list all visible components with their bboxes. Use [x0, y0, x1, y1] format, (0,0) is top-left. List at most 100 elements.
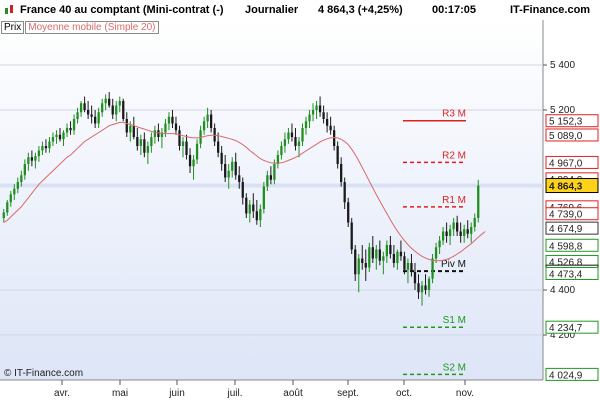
candle-body-76	[269, 175, 273, 180]
plot-background	[0, 20, 543, 380]
candle-body-52	[185, 141, 188, 155]
ytick-label-3: 4 200	[550, 330, 575, 341]
price-tag-box-10	[545, 266, 599, 280]
candle-body-72	[255, 211, 258, 221]
price-tag-label-12: 4 024,9	[549, 370, 583, 381]
candle-body-51	[181, 141, 185, 146]
candle-body-44	[157, 130, 160, 137]
ytick-label-1: 5 200	[550, 105, 575, 116]
candle-body-109	[385, 245, 389, 257]
candle-body-63	[224, 164, 227, 178]
candle-body-13	[48, 141, 51, 149]
chart-legend: Prix Moyenne mobile (Simple 20)	[1, 21, 160, 34]
xtick-label-6: oct.	[396, 388, 412, 399]
candle-body-90	[318, 105, 322, 113]
candle-body-75	[266, 175, 269, 187]
candle-body-121	[427, 278, 431, 290]
candle-body-16	[58, 134, 62, 140]
candle-body-111	[392, 254, 396, 263]
candle-body-34	[122, 101, 125, 119]
candle-body-77	[273, 164, 276, 180]
candle-body-97	[343, 182, 346, 203]
xtick-label-2: juin	[168, 388, 185, 399]
candle-body-36	[129, 125, 132, 133]
candle-body-5	[20, 175, 23, 182]
candle-body-78	[276, 155, 280, 164]
candle-body-105	[371, 247, 374, 259]
last-quote: 4 864,3 (+4,25%)	[318, 4, 403, 16]
candle-body-116	[410, 263, 413, 272]
candle-body-110	[389, 245, 392, 254]
candle-body-31	[111, 105, 114, 115]
candle-body-86	[304, 121, 308, 128]
y-ticks: 5 400 5 200 4 400 4 200	[543, 60, 575, 341]
candle-body-127	[448, 229, 452, 236]
legend-price[interactable]: Prix	[1, 21, 25, 34]
candle-body-89	[315, 105, 318, 110]
candle-body-126	[445, 231, 448, 236]
candle-body-101	[357, 258, 360, 275]
candle-body-50	[178, 130, 181, 146]
candle-body-120	[424, 285, 427, 290]
level-label-1: R2 M	[442, 150, 466, 161]
instrument-name: France 40 au comptant (Mini-contrat (-)	[20, 4, 224, 16]
candle-body-107	[378, 249, 381, 261]
price-tag-box-0	[545, 114, 599, 128]
candle-body-104	[368, 247, 371, 268]
price-tag-box-7	[545, 238, 599, 252]
candle-body-130	[459, 231, 462, 236]
candle-body-87	[308, 114, 311, 122]
candle-body-39	[139, 139, 142, 146]
candle-body-133	[470, 227, 473, 234]
candle-body-42	[150, 137, 153, 146]
candle-body-82	[290, 132, 294, 137]
candle-body-119	[420, 285, 424, 293]
candle-body-18	[65, 128, 69, 133]
candle-body-132	[466, 229, 469, 234]
candle-body-125	[441, 231, 445, 241]
candle-body-58	[206, 114, 209, 122]
xtick-label-0: avr.	[54, 388, 70, 399]
candle-body-88	[311, 110, 315, 115]
grid	[0, 64, 543, 336]
chart-header: France 40 au comptant (Mini-contrat (-) …	[0, 0, 600, 20]
candle-body-54	[192, 159, 195, 167]
price-tag-box-1	[545, 128, 599, 142]
candle-body-32	[115, 105, 118, 115]
candle-body-30	[108, 98, 111, 106]
price-tag-box-6	[545, 221, 599, 235]
candle-body-49	[174, 123, 178, 131]
candle-body-14	[51, 137, 55, 142]
candle-body-124	[438, 240, 441, 248]
candle-body-83	[294, 137, 297, 146]
price-tag-label-10: 4 473,4	[549, 269, 583, 280]
price-tag-label-5: 4 739,0	[549, 210, 583, 221]
candle-body-103	[364, 263, 367, 268]
xtick-label-7: nov.	[456, 388, 474, 399]
candle-body-108	[382, 256, 385, 261]
candle-body-129	[456, 222, 459, 232]
candle-body-61	[217, 141, 220, 153]
price-tag-box-12	[545, 367, 599, 381]
candle-body-118	[417, 283, 420, 293]
candle-body-15	[55, 134, 58, 137]
candle-body-117	[413, 272, 417, 284]
candle-body-35	[125, 119, 128, 133]
price-tag-label-1: 5 089,0	[549, 131, 583, 142]
candle-body-80	[283, 139, 287, 146]
candle-body-106	[375, 249, 378, 259]
candle-body-115	[406, 263, 410, 270]
price-tag-label-6: 4 674,9	[549, 224, 583, 235]
candle-body-25	[90, 114, 93, 117]
candle-body-92	[325, 119, 329, 126]
candle-body-38	[136, 137, 139, 146]
xtick-label-1: mai	[112, 388, 128, 399]
price-tag-label-2: 4 967,0	[549, 158, 583, 169]
price-tag-label-11: 4 234,7	[549, 323, 583, 334]
candle-body-59	[209, 114, 213, 128]
candle-body-128	[452, 222, 455, 230]
legend-ma[interactable]: Moyenne mobile (Simple 20)	[25, 21, 159, 34]
candle-body-55	[195, 143, 199, 160]
candle-body-84	[297, 141, 301, 146]
